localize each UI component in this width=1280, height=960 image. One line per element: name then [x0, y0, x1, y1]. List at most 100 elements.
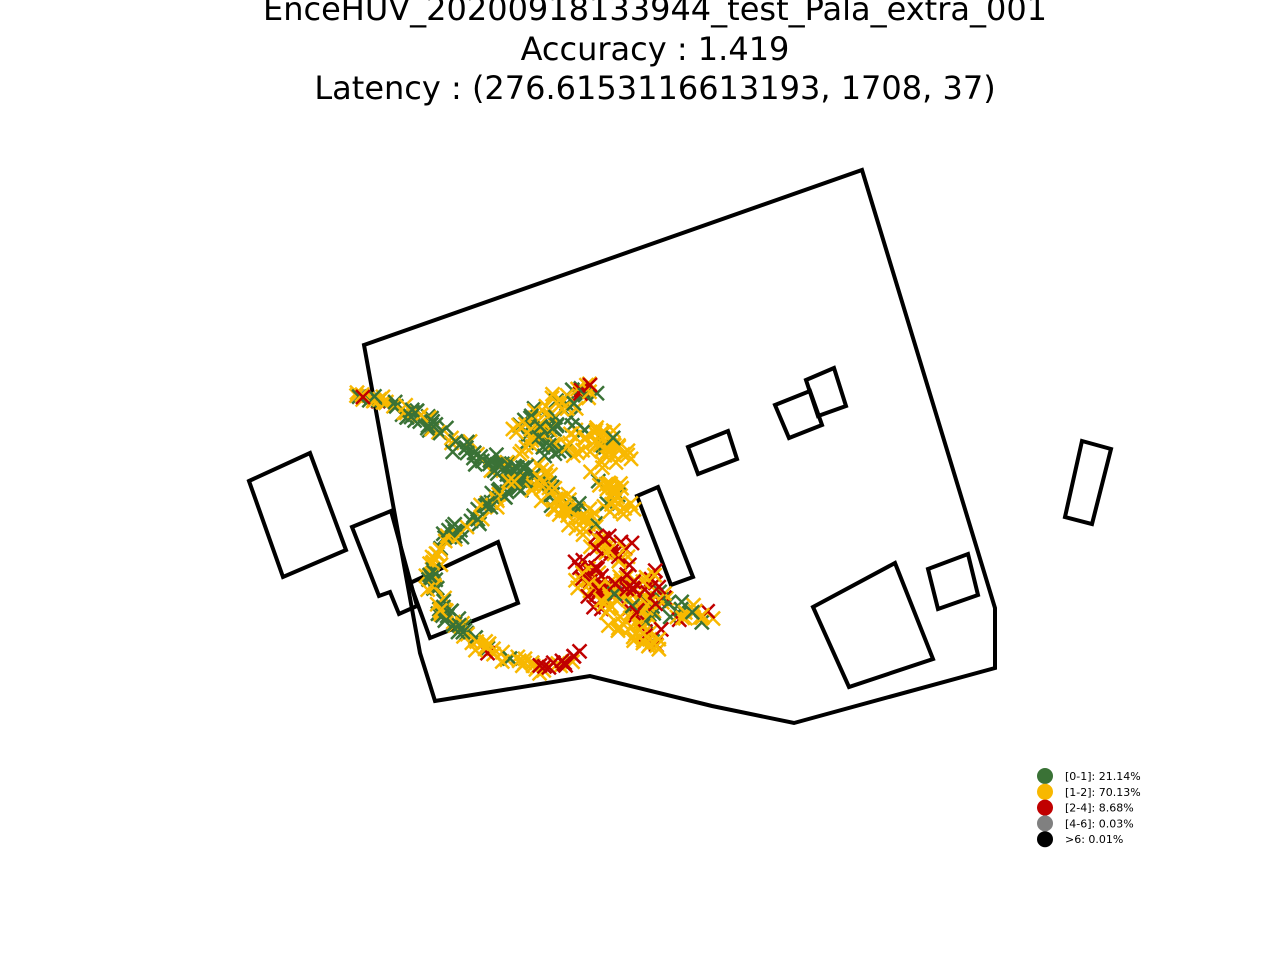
building-outline — [772, 388, 825, 441]
measurement-marker — [598, 604, 615, 621]
measurement-marker — [474, 511, 491, 527]
measurement-marker — [548, 394, 565, 411]
legend-label: [4-6]: 0.03% — [1065, 817, 1134, 830]
measurement-marker — [481, 455, 498, 472]
measurement-marker — [532, 476, 549, 493]
measurement-marker — [653, 621, 670, 638]
measurement-marker — [494, 653, 511, 670]
measurement-marker — [591, 583, 607, 599]
measurement-marker — [532, 418, 549, 435]
building-outlines — [246, 167, 1114, 726]
measurement-marker — [579, 510, 596, 527]
building-outline — [246, 450, 349, 580]
measurement-marker — [459, 519, 475, 535]
measurement-marker — [432, 602, 449, 619]
measurement-marker — [674, 609, 691, 626]
measurement-marker — [597, 544, 614, 561]
measurement-marker — [589, 435, 606, 451]
measurement-marker — [556, 655, 573, 671]
building-outline — [1062, 438, 1114, 527]
legend-marker — [1037, 799, 1053, 816]
measurement-marker — [684, 604, 701, 621]
measurement-marker — [646, 567, 663, 583]
measurement-marker — [467, 642, 484, 658]
legend: [0-1]: 21.14% [1-2]: 70.13% [2-4]: 8.68% [4… — [1037, 768, 1141, 848]
measurement-marker — [436, 612, 453, 629]
measurement-marker — [544, 420, 561, 437]
measurement-marker — [588, 422, 604, 439]
title-line-2: Accuracy : 1.419 — [521, 30, 790, 68]
measurement-marker — [610, 622, 626, 639]
measurement-marker — [581, 383, 598, 400]
measurement-marker — [419, 581, 436, 598]
measurement-marker — [614, 615, 631, 632]
measurement-marker — [565, 447, 582, 464]
building-outline — [810, 560, 936, 690]
measurement-marker — [398, 409, 415, 426]
measurement-marker — [421, 567, 438, 583]
measurement-marker — [593, 592, 610, 609]
measurement-marker — [559, 438, 576, 455]
measurement-marker — [387, 394, 404, 410]
measurement-marker — [506, 473, 523, 490]
measurement-marker — [395, 404, 412, 421]
measurement-marker — [450, 624, 466, 640]
measurement-marker — [650, 631, 667, 647]
measurement-marker — [623, 451, 639, 467]
measurement-marker — [544, 386, 561, 403]
measurement-marker — [606, 480, 623, 497]
chart-title: EnceHUV_20200918133944_test_Pala_extra_0… — [263, 0, 1047, 107]
measurement-marker — [600, 617, 617, 634]
measurement-marker — [440, 522, 457, 539]
measurement-marker — [535, 439, 551, 456]
measurement-marker — [582, 377, 598, 393]
measurement-marker — [662, 608, 679, 625]
building-outline — [685, 428, 740, 477]
measurement-marker — [481, 635, 497, 652]
title-line-1: EnceHUV_20200918133944_test_Pala_extra_0… — [263, 0, 1047, 28]
measurement-marker — [510, 417, 527, 434]
legend-label: >6: 0.01% — [1065, 833, 1123, 846]
measurement-marker — [582, 463, 599, 480]
measurement-marker — [444, 444, 461, 460]
measurement-marker — [465, 450, 482, 466]
measurement-marker — [500, 473, 517, 490]
measurement-marker — [533, 492, 550, 509]
measurement-marker — [459, 434, 476, 450]
measurement-marker — [439, 528, 456, 544]
measurement-marker — [584, 508, 600, 524]
measurement-marker — [588, 419, 605, 436]
measurement-marker — [518, 458, 535, 475]
measurement-marker — [551, 443, 567, 460]
measurement-marker — [469, 511, 486, 528]
measurement-marker — [428, 545, 444, 562]
measurement-marker — [565, 395, 582, 412]
measurement-marker — [541, 659, 557, 676]
measurement-marker — [512, 446, 528, 462]
legend-marker — [1037, 815, 1053, 832]
measurement-marker — [610, 553, 627, 570]
measurement-marker — [610, 495, 627, 512]
measurement-marker — [601, 528, 618, 544]
measurement-marker — [692, 609, 708, 626]
building-outline — [407, 539, 521, 641]
measurement-marker — [587, 559, 604, 576]
measurement-marker — [427, 416, 444, 433]
building-outline — [349, 508, 420, 617]
measurement-marker — [631, 622, 648, 639]
measurement-marker — [587, 515, 604, 532]
measurement-marker — [481, 452, 498, 469]
building-outline — [634, 484, 696, 588]
measurement-marker — [625, 581, 642, 598]
measurement-marker — [582, 538, 599, 555]
measurement-marker — [605, 430, 622, 446]
title-line-3: Latency : (276.6153116613193, 1708, 37) — [314, 69, 995, 107]
measurement-marker — [640, 638, 657, 655]
measurement-marker — [479, 496, 496, 513]
measurement-marker — [514, 657, 531, 674]
measurement-marker — [594, 459, 611, 476]
measurement-marker — [660, 595, 676, 612]
legend-label: [2-4]: 8.68% — [1065, 802, 1134, 815]
measurement-marker — [619, 566, 635, 583]
